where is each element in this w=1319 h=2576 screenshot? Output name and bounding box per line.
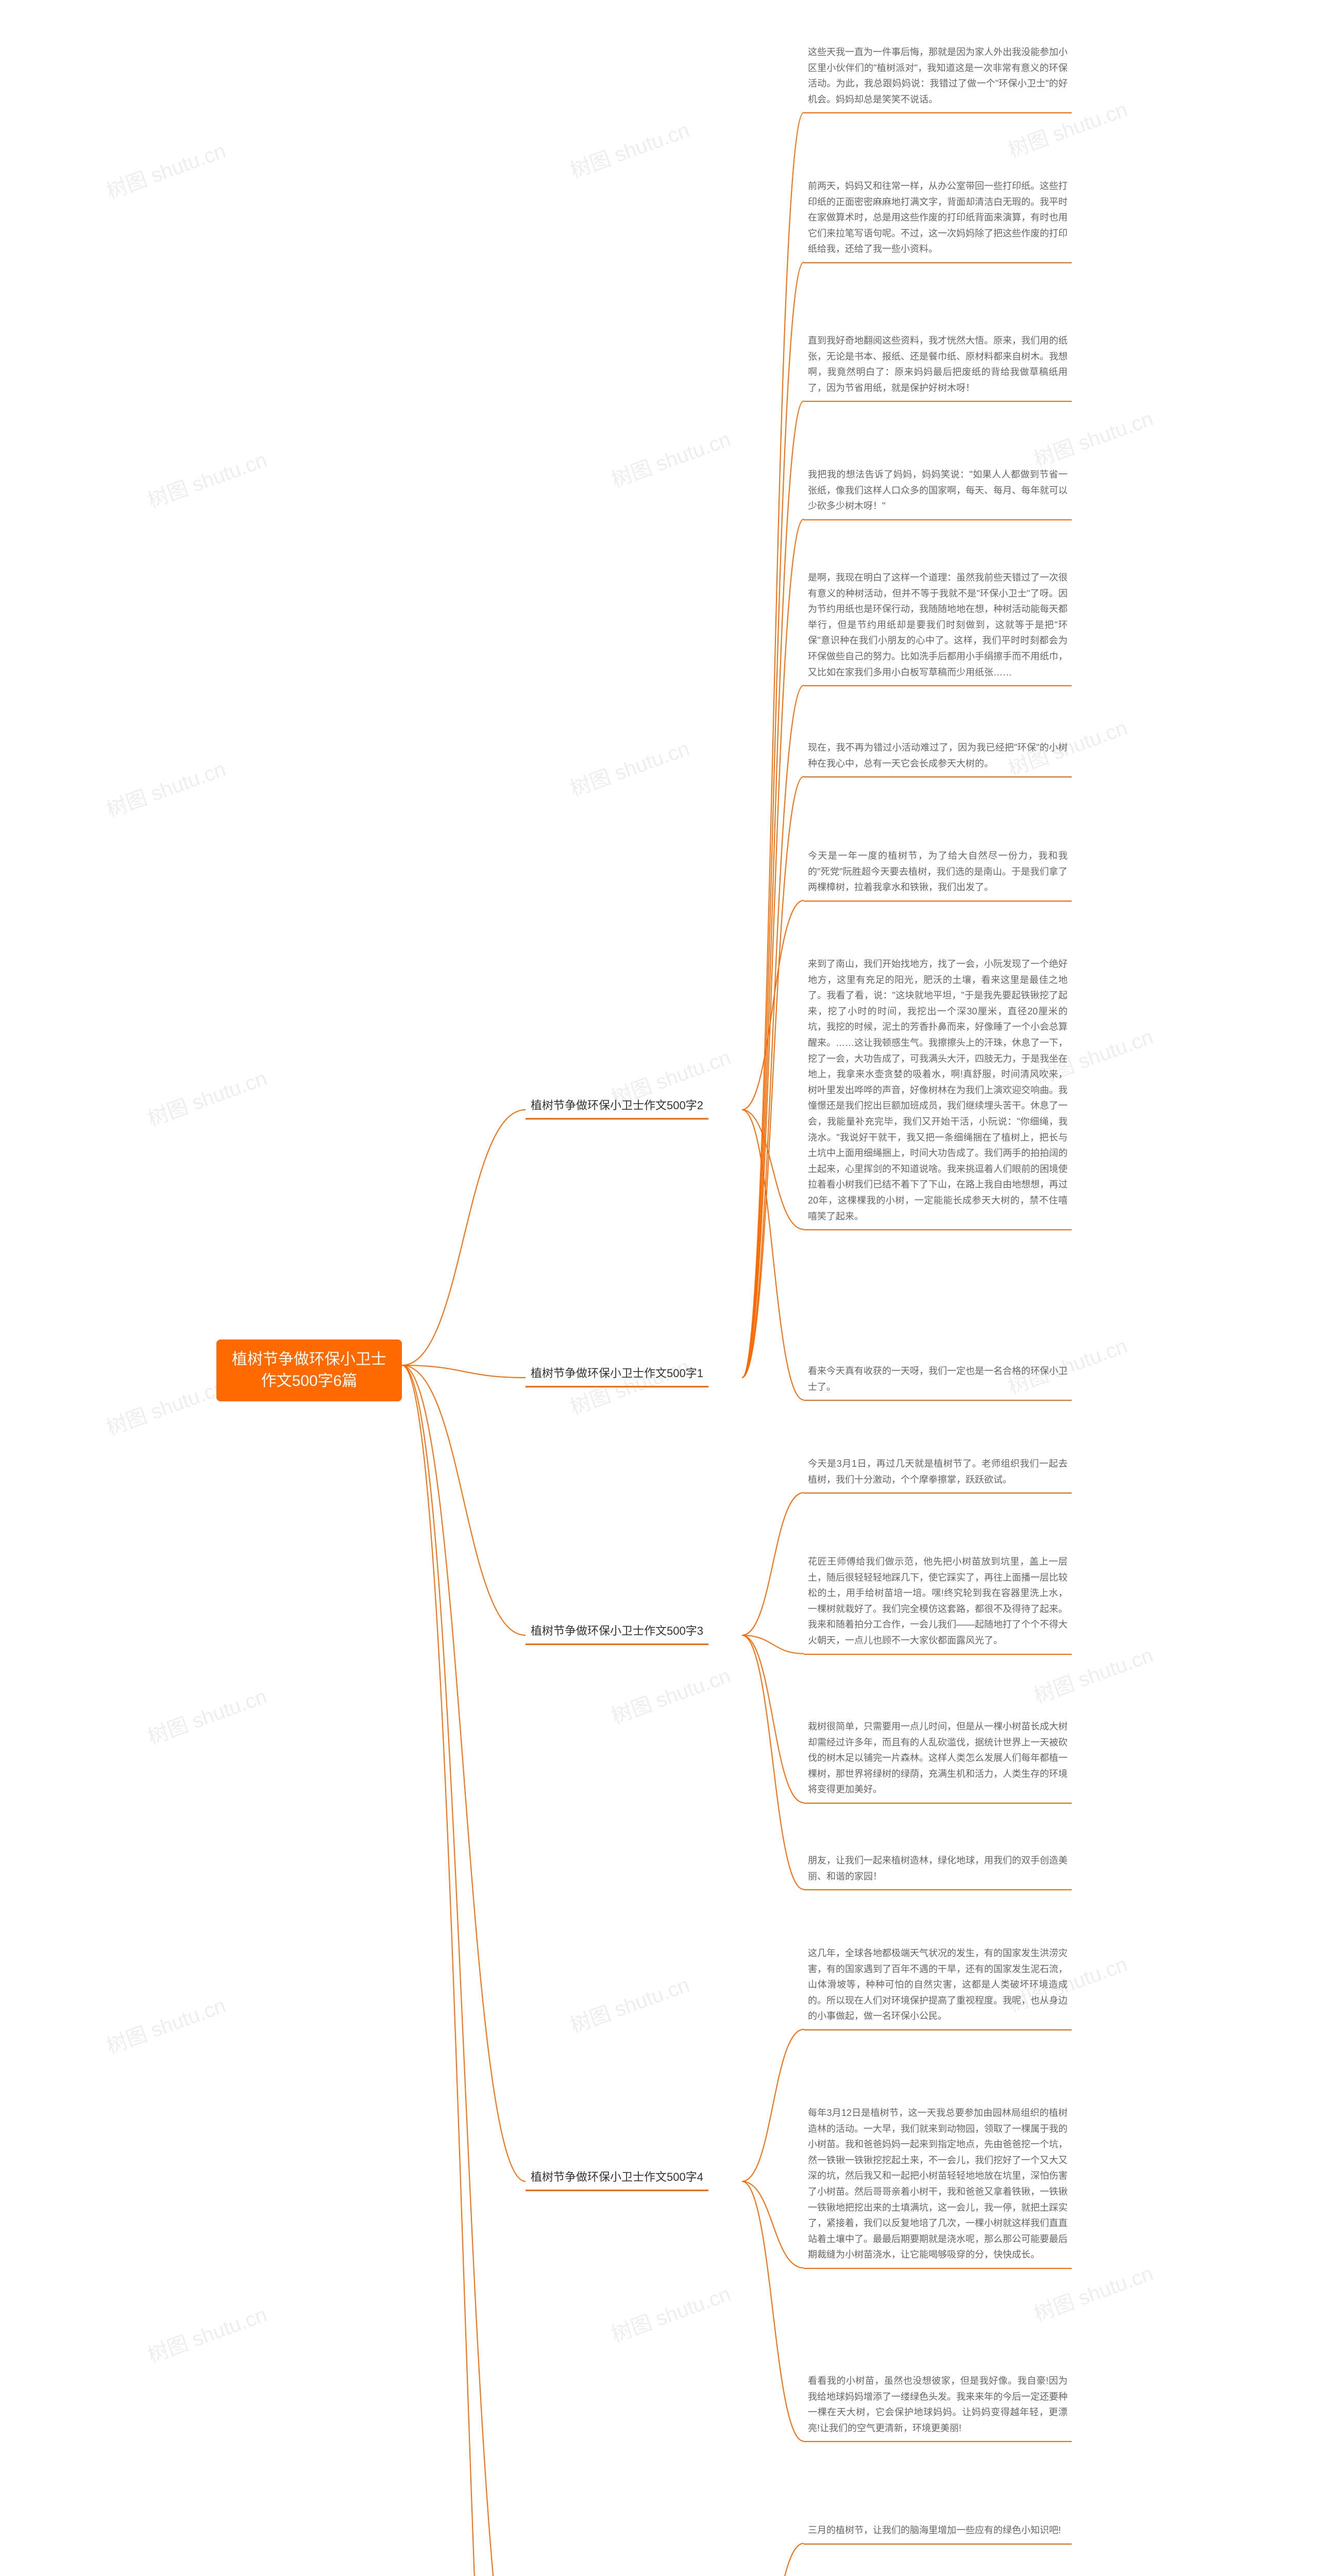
watermark: 树图 shutu.cn (143, 1061, 270, 1132)
leaf-node: 每年3月12日是植树节，这一天我总要参加由园林局组织的植树造林的活动。一大早，我… (804, 2102, 1072, 2269)
leaf-node: 我把我的想法告诉了妈妈，妈妈笑说："如果人人都做到节省一张纸，像我们这样人口众多… (804, 464, 1072, 520)
watermark: 树图 shutu.cn (102, 752, 229, 823)
leaf-node: 朋友，让我们一起来植树造林，绿化地球，用我们的双手创造美丽、和谐的家园！ (804, 1850, 1072, 1890)
leaf-node: 栽树很简单，只需要用一点儿时间，但是从一棵小树苗长成大树却需经过许多年，而且有的… (804, 1716, 1072, 1804)
leaf-node: 这些天我一直为一件事后悔，那就是因为家人外出我没能参加小区里小伙伴们的"植树派对… (804, 41, 1072, 113)
leaf-node: 现在，我不再为错过小活动难过了，因为我已经把"环保"的小树种在我心中，总有一天它… (804, 737, 1072, 777)
watermark: 树图 shutu.cn (143, 443, 270, 514)
watermark: 树图 shutu.cn (606, 1659, 734, 1730)
branch-node: 植树节争做环保小卫士作文500字1 (526, 1361, 708, 1387)
branch-node: 植树节争做环保小卫士作文500字3 (526, 1619, 708, 1645)
watermark: 树图 shutu.cn (102, 1370, 229, 1441)
leaf-node: 来到了南山，我们开始找地方，找了一会，小阮发现了一个绝好地方，这里有充足的阳光，… (804, 953, 1072, 1230)
watermark: 树图 shutu.cn (143, 2298, 270, 2368)
leaf-node: 看看我的小树苗，虽然也没想彼家，但是我好像。我自豪!因为我给地球妈妈增添了一缕绿… (804, 2370, 1072, 2442)
branch-node: 植树节争做环保小卫士作文500字2 (526, 1093, 708, 1120)
watermark: 树图 shutu.cn (102, 134, 229, 205)
watermark: 树图 shutu.cn (606, 2277, 734, 2348)
leaf-node: 直到我好奇地翻阅这些资料，我才恍然大悟。原来，我们用的纸张，无论是书本、报纸、还… (804, 330, 1072, 402)
watermark: 树图 shutu.cn (1003, 2566, 1131, 2576)
root-node: 植树节争做环保小卫士作文500字6篇 (216, 1340, 402, 1401)
leaf-node: 今天是3月1日，再过几天就是植树节了。老师组织我们一起去植树，我们十分激动，个个… (804, 1453, 1072, 1494)
leaf-node: 这几年，全球各地都极端天气状况的发生，有的国家发生洪涝灾害，有的国家遇到了百年不… (804, 1942, 1072, 2030)
leaf-node: 前两天，妈妈又和往常一样，从办公室带回一些打印纸。这些打印纸的正面密密麻麻地打满… (804, 175, 1072, 263)
watermark: 树图 shutu.cn (1029, 402, 1157, 472)
watermark: 树图 shutu.cn (565, 1968, 693, 2039)
leaf-node: 花匠王师傅给我们做示范，他先把小树苗放到坑里，盖上一层土，随后很轻轻轻地踩几下，… (804, 1551, 1072, 1655)
leaf-node: 看来今天真有收获的一天呀，我们一定也是一名合格的环保小卫士了。 (804, 1360, 1072, 1401)
branch-node: 植树节争做环保小卫士作文500字4 (526, 2165, 708, 2191)
watermark: 树图 shutu.cn (606, 422, 734, 493)
watermark: 树图 shutu.cn (143, 1680, 270, 1750)
watermark: 树图 shutu.cn (102, 1989, 229, 2059)
leaf-node: 是啊，我现在明白了这样一个道理：虽然我前些天错过了一次很有意义的种树活动，但并不… (804, 567, 1072, 686)
watermark: 树图 shutu.cn (565, 113, 693, 184)
leaf-node: 三月的植树节，让我们的脑海里增加一些应有的绿色小知识吧! (804, 2519, 1072, 2545)
leaf-node: 今天是一年一度的植树节，为了给大自然尽一份力，我和我的"死党"阮胜超今天要去植树… (804, 845, 1072, 902)
watermark: 树图 shutu.cn (565, 732, 693, 802)
